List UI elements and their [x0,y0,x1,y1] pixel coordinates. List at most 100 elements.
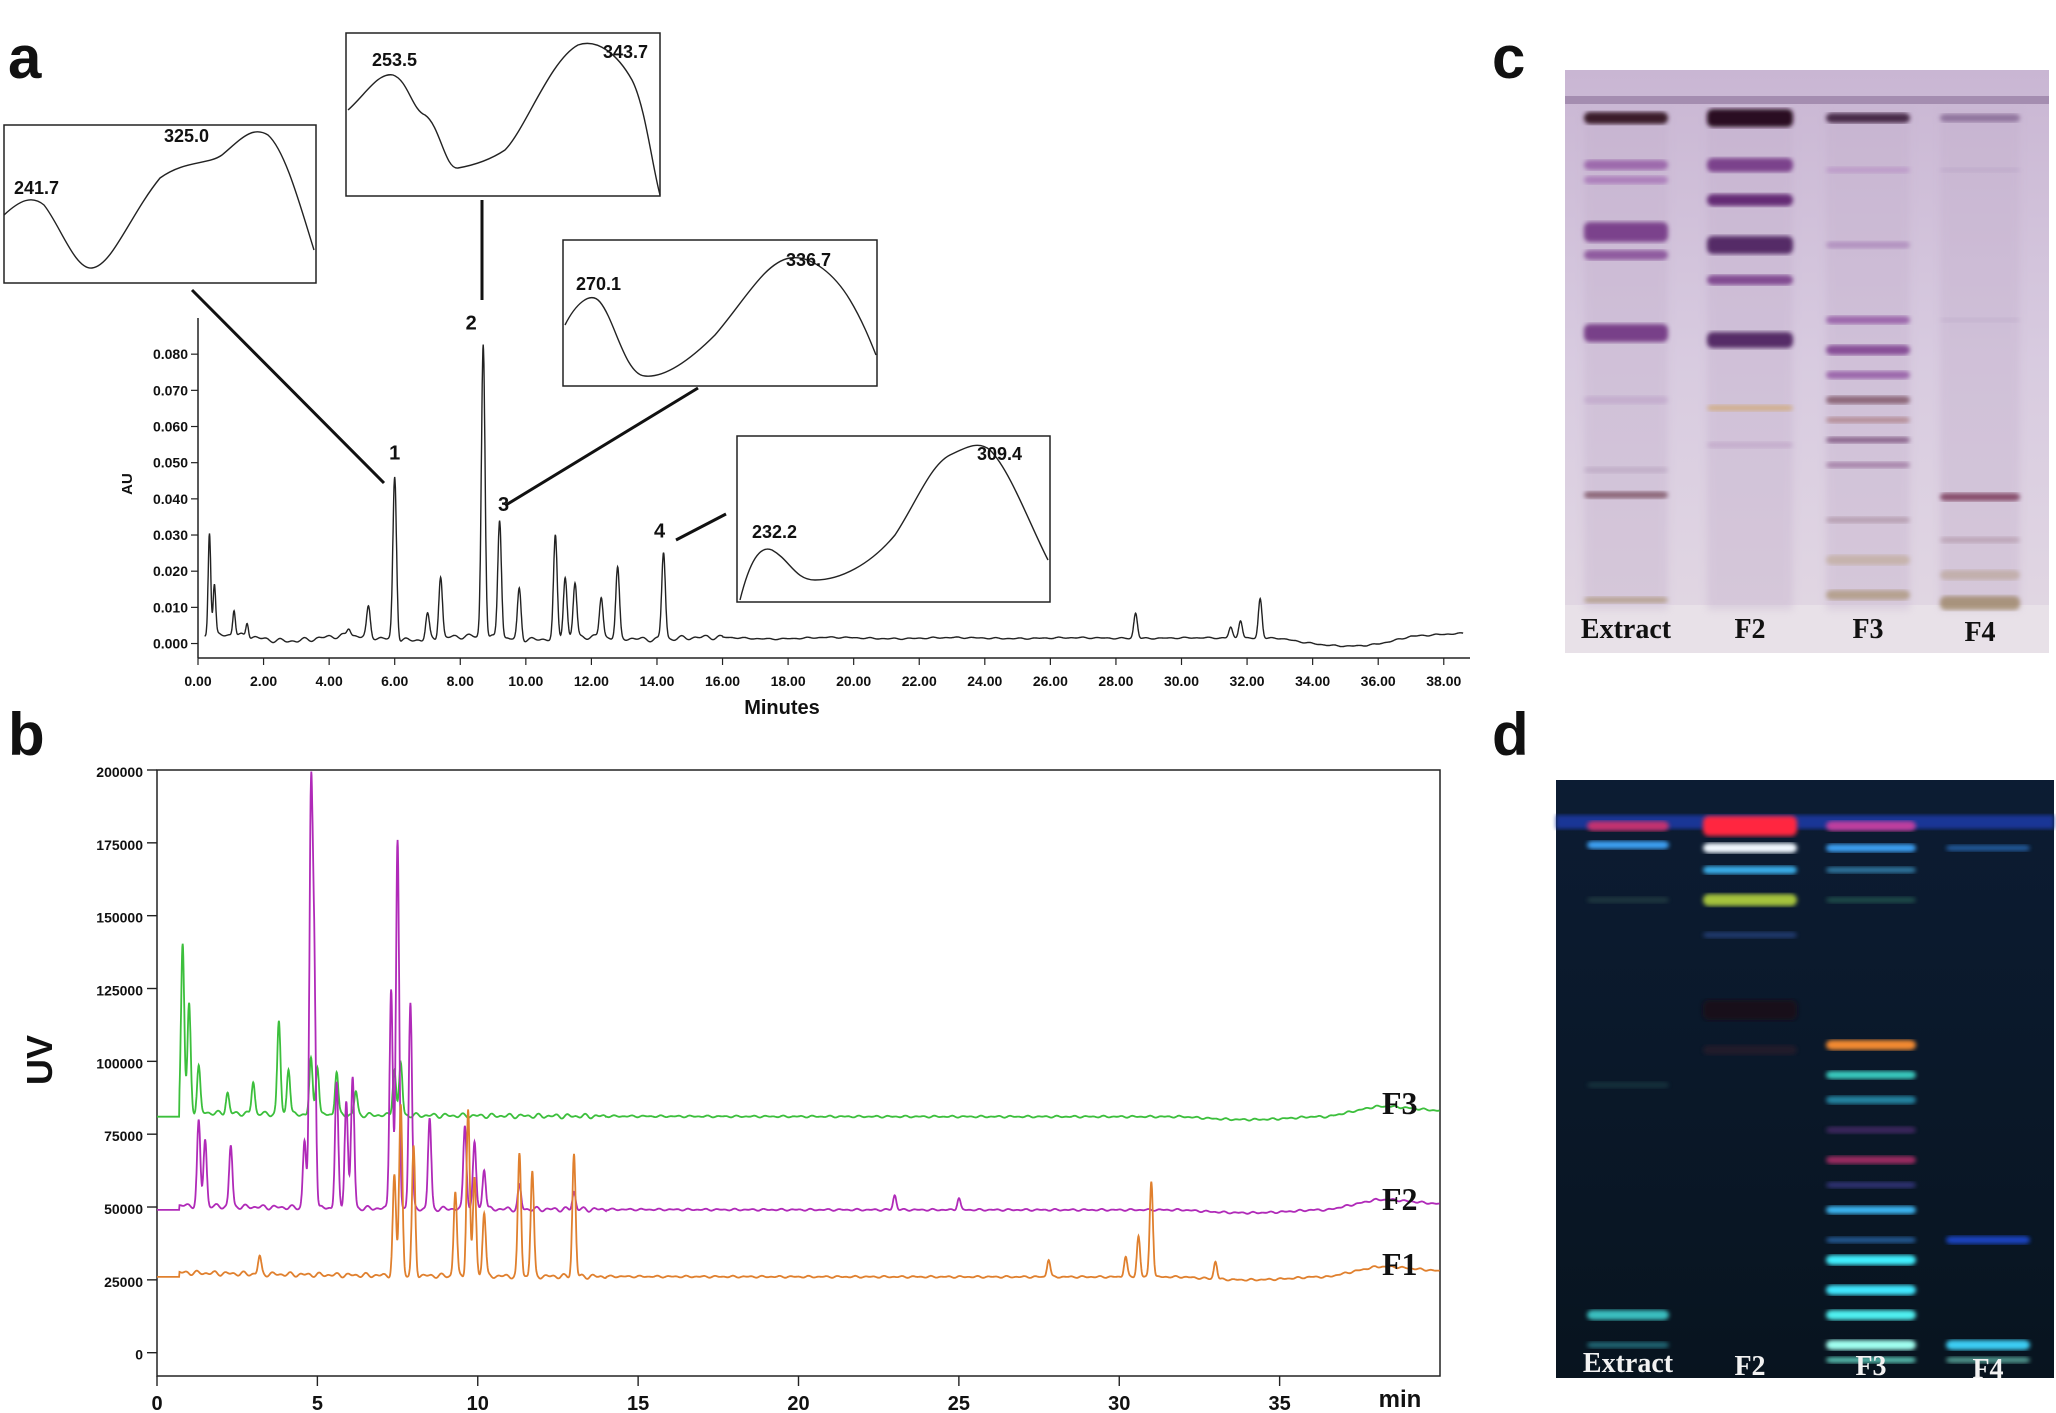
inset-2-max-2: 343.7 [603,42,648,62]
plate-d-band-3-7 [1826,1096,1916,1104]
plate-c-origin-strip [1565,605,2049,653]
plate-d-band-1-6 [1587,1342,1669,1348]
peak-label-3: 3 [498,494,509,516]
axis-a-xtick-label-14: 28.00 [1098,673,1133,689]
axis-b-xtick-label-0: 0 [151,1393,162,1413]
plate-c-band-3-10 [1826,462,1910,468]
axis-a-ytick-label-3: 0.030 [153,527,188,543]
plate-d-band-3-13 [1826,1255,1916,1265]
plate-c-band-1-3 [1584,176,1668,184]
axis-b-ytick-label-2: 50000 [104,1201,143,1217]
plate-c-band-1-1 [1584,112,1668,124]
panel-label-b: b [8,701,45,768]
axis-b-xtick-label-3: 15 [627,1393,649,1413]
plate-d-lane-4: F4 [1972,1354,2003,1385]
plate-c-band-2-4 [1707,236,1793,254]
plate-d-band-3-5 [1826,1040,1916,1050]
plate-c-band-2-3 [1707,194,1793,206]
axis-b-xlabel: min [1379,1386,1422,1413]
plate-d-band-3-15 [1826,1310,1916,1320]
plate-d-background [1556,780,2054,1378]
axis-a-xtick-label-18: 36.00 [1361,673,1396,689]
tlc-plate-d: Extract F2 F3 F4 [1556,780,2054,1385]
plate-c-band-1-8 [1584,467,1668,473]
inset-frame-4 [736,435,1051,603]
axis-b-ytick-label-3: 75000 [104,1128,143,1144]
plate-d-band-3-3 [1826,867,1916,873]
plate-d-band-3-17 [1826,1357,1916,1363]
axis-b-ytick-label-5: 125000 [96,983,143,999]
uv-inset-1: 241.7 325.0 [3,124,317,284]
plate-c-band-3-8 [1826,417,1910,423]
inset-frame-1 [3,124,317,284]
axis-a-xtick-label-5: 10.00 [508,673,543,689]
axis-a-xtick-label-4: 8.00 [447,673,474,689]
peak-label-1: 1 [389,443,400,465]
plate-c-band-2-1 [1707,109,1793,127]
axis-a-xtick-label-12: 24.00 [967,673,1002,689]
axis-a-ytick-label-1: 0.010 [153,599,188,615]
axis-a-xtick-label-19: 38.00 [1426,673,1461,689]
plate-c-band-4-6 [1940,570,2020,580]
chromatogram-a: 0.000 0.010 0.020 0.030 0.040 0.050 0.060 0.070… [3,32,1470,719]
plate-d-band-2-1 [1703,816,1797,836]
axis-a-ytick-label-5: 0.050 [153,455,188,471]
axis-a-xtick-label-9: 18.00 [771,673,806,689]
axis-a-xtick-label-3: 6.00 [381,673,408,689]
axis-a-xlabel: Minutes [744,697,820,719]
axis-b-xtick-label-7: 35 [1269,1393,1291,1413]
plate-d-band-2-5 [1703,932,1797,938]
trace-b-f1 [157,1104,1440,1282]
plate-d-band-3-8 [1826,1126,1916,1134]
trace-b-f2 [157,771,1440,1215]
plate-c-solvent-front [1565,96,2049,104]
chromatogram-b: 0 25000 50000 75000 100000 125000 150000 175000… [19,764,1441,1413]
peak-label-4: 4 [654,520,666,542]
leader-1 [190,288,386,485]
axis-b-xtick-label-6: 30 [1108,1393,1130,1413]
plate-c-band-3-5 [1826,345,1910,355]
inset-spectrum-1 [3,131,315,269]
plate-d-band-4-1 [1946,845,2030,851]
inset-spectrum-3 [564,257,877,377]
plate-d-lane-1: Extract [1583,1348,1674,1379]
axis-b-ytick-label-7: 175000 [96,837,143,853]
inset-frame-3 [562,239,878,387]
plate-d-band-3-10 [1826,1182,1916,1188]
plate-c-band-1-2 [1584,160,1668,170]
inset-2-max-1: 253.5 [372,50,417,70]
leader-3 [505,386,699,507]
plot-frame-b [156,769,1441,1377]
inset-spectrum-4 [739,444,1049,601]
plate-c-band-4-7 [1940,596,2020,610]
axis-a-xtick-label-8: 16.00 [705,673,740,689]
plate-c-lane-smear-1 [1584,110,1668,610]
plate-c-band-1-7 [1584,396,1668,404]
uv-inset-2: 253.5 343.7 [345,32,661,197]
axis-a-ytick-label-0: 0.000 [153,636,188,652]
axis-a-xtick-label-7: 14.00 [639,673,674,689]
axis-a-xtick-label-0: 0.00 [184,673,211,689]
plate-c-band-3-13 [1826,590,1910,600]
plate-d-band-4-3 [1946,1340,2030,1350]
plate-d-band-3-14 [1826,1285,1916,1295]
trace-b-f3 [157,943,1440,1122]
plate-d-band-4-4 [1946,1357,2030,1363]
plate-d-band-3-9 [1826,1156,1916,1164]
plate-c-band-4-4 [1940,493,2020,501]
axis-a-ylabel: AU [119,473,136,495]
axis-a-ytick-label-4: 0.040 [153,491,188,507]
series-label-f1: F1 [1382,1246,1418,1282]
inset-1-max-1: 241.7 [14,178,59,198]
plate-c-lane-4: F4 [1964,617,1995,648]
plate-c-band-3-12 [1826,555,1910,565]
plate-c-band-3-11 [1826,517,1910,523]
uv-inset-4: 232.2 309.4 [736,435,1051,603]
axis-b-xtick-label-5: 25 [948,1393,970,1413]
plate-d-band-2-7 [1703,1045,1797,1055]
panel-label-a: a [8,24,42,91]
plate-c-band-3-1 [1826,113,1910,123]
plate-c-band-1-9 [1584,491,1668,499]
plate-d-band-3-6 [1826,1071,1916,1079]
